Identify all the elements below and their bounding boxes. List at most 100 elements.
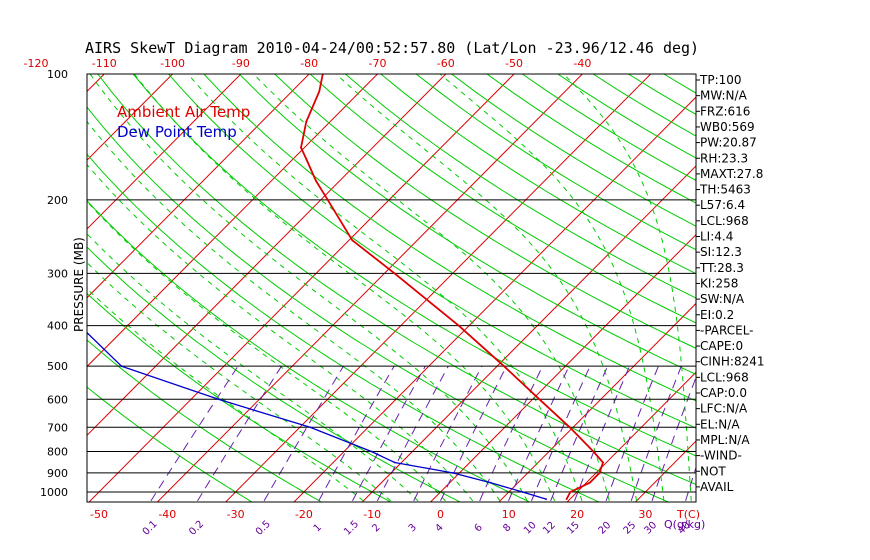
- index-label: EI:0.2: [700, 308, 734, 322]
- mixing-ratio-label: 0.5: [254, 519, 273, 538]
- isotherm-line: [0, 55, 55, 509]
- mixing-ratio-line: [685, 465, 696, 502]
- index-label: MW:N/A: [700, 89, 748, 103]
- dry-adiabat-line: [132, 74, 696, 457]
- index-label: L57:6.4: [700, 198, 745, 212]
- mixing-ratio-label: 6: [473, 522, 485, 534]
- dry-adiabat-line: [309, 74, 696, 324]
- plot-frame: [86, 73, 697, 503]
- ambient-temperature-point: [318, 90, 321, 93]
- index-label: MPL:N/A: [700, 433, 750, 447]
- dewpoint-temperature-point: [309, 426, 312, 429]
- dry-adiabat-line: [87, 200, 531, 502]
- ambient-temperature-point: [326, 198, 329, 201]
- pressure-tick-label: 200: [47, 194, 68, 207]
- index-label: CAPE:0: [700, 339, 743, 353]
- mixing-ratio-label: 3: [407, 522, 419, 534]
- ambient-temperature-point: [565, 498, 568, 501]
- dry-adiabat-line: [238, 74, 696, 375]
- mixing-ratio-line: [352, 365, 426, 502]
- bottom-temperature-tick-label: 10: [502, 508, 516, 521]
- mixing-ratio-line: [651, 375, 696, 502]
- ambient-temperature-point: [305, 158, 308, 161]
- dry-adiabat-line: [736, 55, 870, 509]
- mixing-ratio-line: [479, 365, 544, 502]
- moist-adiabat-line: [187, 74, 583, 502]
- mixing-ratio-line: [550, 365, 609, 502]
- moist-adiabat-line: [87, 200, 446, 502]
- index-label: -PARCEL-: [700, 323, 754, 337]
- mixing-ratio-line: [376, 365, 449, 502]
- dewpoint-temperature-point: [370, 450, 373, 453]
- mixing-ratio-line: [197, 365, 282, 502]
- isotherm-line: [87, 74, 105, 93]
- isotherm-line: [833, 55, 870, 509]
- index-label: CINH:8241: [700, 355, 765, 369]
- index-label: LFC:N/A: [700, 402, 748, 416]
- ambient-temperature-point: [315, 179, 317, 182]
- moist-adiabat-line: [87, 261, 392, 502]
- top-temperature-tick-label: -120: [23, 57, 48, 70]
- ambient-temperature-point: [305, 120, 308, 123]
- mixing-ratio-line: [150, 365, 239, 502]
- dewpoint-temperature-point: [120, 365, 123, 368]
- dry-adiabat-line: [87, 153, 601, 502]
- dewpoint-temperature-point: [217, 398, 220, 401]
- top-temperature-tick-label: -110: [92, 57, 117, 70]
- dry-adiabat-line: [87, 386, 253, 502]
- mixing-ratio-label: 8: [501, 522, 513, 534]
- mixing-ratio-label: 1.5: [342, 519, 361, 538]
- isotherm-line: [87, 74, 447, 437]
- mixing-ratio-line: [508, 365, 570, 502]
- mixing-ratio-label: 15: [565, 520, 582, 537]
- ambient-temperature-point: [351, 239, 354, 242]
- moist-adiabat-line: [562, 74, 692, 501]
- index-label: LCL:968: [700, 370, 749, 384]
- pressure-tick-label: 1000: [40, 486, 68, 499]
- ambient-temperature-point: [538, 398, 541, 401]
- dry-adiabat-line: [521, 74, 696, 181]
- isotherm-line: [765, 55, 870, 509]
- index-label: PW:20.87: [700, 136, 757, 150]
- isotherm-line: [156, 74, 584, 502]
- pressure-tick-label: 900: [47, 467, 68, 480]
- isotherm-line: [224, 74, 652, 502]
- ambient-temperature-point: [568, 426, 571, 429]
- top-temperature-tick-label: -50: [505, 57, 523, 70]
- dewpoint-temperature-point: [451, 471, 454, 474]
- dry-adiabat-line: [167, 74, 696, 429]
- bottom-temperature-tick-label: 0: [437, 508, 444, 521]
- pressure-tick-label: 700: [47, 421, 68, 434]
- dewpoint-temperature-point: [393, 461, 396, 464]
- dewpoint-temperature-point: [489, 481, 492, 484]
- mixing-ratio-line: [605, 366, 659, 502]
- mixing-ratio-line: [574, 366, 630, 502]
- index-label: RH:23.3: [700, 151, 748, 165]
- top-temperature-tick-label: -90: [232, 57, 250, 70]
- pressure-tick-label: 100: [47, 68, 68, 81]
- top-temperature-tick-label: -80: [300, 57, 318, 70]
- index-label: TH:5463: [699, 183, 751, 197]
- dry-adiabat-line: [380, 74, 696, 275]
- legend-ambient-label: Ambient Air Temp: [117, 103, 250, 121]
- dry-adiabat-line: [97, 74, 696, 486]
- bottom-temperature-tick-label: 20: [570, 508, 584, 521]
- dewpoint-temperature-point: [43, 199, 45, 201]
- dry-adiabat-line: [203, 74, 696, 402]
- grid-layer: [0, 55, 870, 509]
- bottom-temperature-tick-label: -30: [227, 508, 245, 521]
- mixing-ratio-line: [630, 366, 682, 502]
- mixing-ratio-line: [318, 365, 395, 502]
- ambient-temperature-point: [300, 146, 302, 149]
- mixing-ratio-line: [263, 365, 344, 502]
- isotherm-line: [498, 302, 696, 502]
- pressure-tick-label: 400: [47, 320, 68, 333]
- top-temperature-tick-label: -70: [368, 57, 386, 70]
- moist-adiabat-line: [87, 233, 419, 502]
- bottom-temperature-tick-label: -50: [90, 508, 108, 521]
- index-label: CAP:0.0: [700, 386, 747, 400]
- isotherm-line: [429, 233, 696, 502]
- dry-adiabat-line: [87, 292, 392, 502]
- index-label: WB0:569: [700, 120, 755, 134]
